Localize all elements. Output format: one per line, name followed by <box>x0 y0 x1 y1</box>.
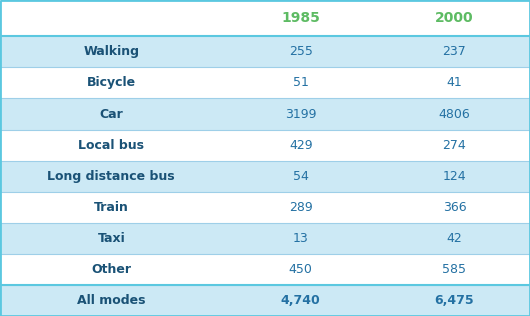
Text: 585: 585 <box>443 263 466 276</box>
Text: 42: 42 <box>447 232 462 245</box>
Bar <box>0 99 223 130</box>
Text: 366: 366 <box>443 201 466 214</box>
Bar <box>0 192 223 223</box>
Text: Train: Train <box>94 201 129 214</box>
Bar <box>379 0 530 36</box>
Text: 450: 450 <box>289 263 313 276</box>
Bar <box>379 254 530 285</box>
Text: Long distance bus: Long distance bus <box>48 170 175 183</box>
Text: 51: 51 <box>293 76 308 89</box>
Bar <box>0 130 223 161</box>
Text: Walking: Walking <box>83 46 139 58</box>
Text: 429: 429 <box>289 139 313 152</box>
Bar <box>223 99 379 130</box>
Bar <box>223 223 379 254</box>
Bar <box>0 67 223 99</box>
Bar <box>379 161 530 192</box>
Bar <box>0 36 223 67</box>
Bar <box>379 192 530 223</box>
Bar <box>223 192 379 223</box>
Text: 41: 41 <box>447 76 462 89</box>
Bar <box>379 67 530 99</box>
Bar <box>223 285 379 316</box>
Text: 1985: 1985 <box>281 11 320 25</box>
Bar <box>223 254 379 285</box>
Bar <box>0 223 223 254</box>
Bar <box>223 0 379 36</box>
Text: 54: 54 <box>293 170 308 183</box>
Text: 255: 255 <box>289 46 313 58</box>
Text: 237: 237 <box>443 46 466 58</box>
Text: 274: 274 <box>443 139 466 152</box>
Text: Taxi: Taxi <box>98 232 125 245</box>
Text: 3199: 3199 <box>285 107 316 120</box>
Text: 2000: 2000 <box>435 11 474 25</box>
Bar <box>379 285 530 316</box>
Text: Local bus: Local bus <box>78 139 144 152</box>
Text: 4,740: 4,740 <box>281 294 321 307</box>
Bar <box>223 130 379 161</box>
Text: Car: Car <box>100 107 123 120</box>
Text: 289: 289 <box>289 201 313 214</box>
Text: 124: 124 <box>443 170 466 183</box>
Bar <box>223 161 379 192</box>
Bar <box>223 67 379 99</box>
Bar <box>379 130 530 161</box>
Text: 4806: 4806 <box>439 107 470 120</box>
Bar <box>0 285 223 316</box>
Bar <box>223 36 379 67</box>
Bar <box>379 36 530 67</box>
Text: Bicycle: Bicycle <box>87 76 136 89</box>
Bar <box>0 254 223 285</box>
Bar <box>379 99 530 130</box>
Bar <box>0 0 223 36</box>
Text: Other: Other <box>91 263 131 276</box>
Text: All modes: All modes <box>77 294 146 307</box>
Bar <box>0 161 223 192</box>
Text: 6,475: 6,475 <box>435 294 474 307</box>
Text: 13: 13 <box>293 232 308 245</box>
Bar <box>379 223 530 254</box>
